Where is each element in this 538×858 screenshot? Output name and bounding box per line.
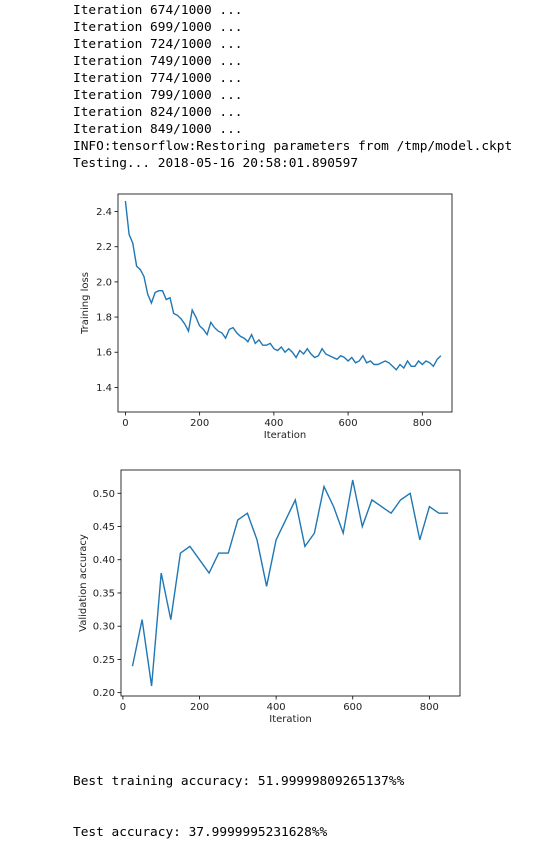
y-tick-label: 0.35: [93, 588, 115, 599]
y-tick-label: 2.4: [96, 207, 112, 218]
validation-accuracy-chart: 0 200 400 600 800 0.20 0.25 0.30 0.35 0.40 0.45 0.5…: [0, 468, 538, 730]
test-accuracy: Test accuracy: 37.9999995231628%%: [73, 824, 404, 841]
log-line: Iteration 849/1000 ...: [73, 121, 512, 138]
x-tick-label: 0: [122, 418, 128, 429]
training-loss-chart: 0 200 400 600 800 1.4 1.6 1.8 2.0 2.2 2.4 Iteration…: [0, 188, 538, 450]
y-axis-label: Validation accuracy: [78, 534, 89, 632]
log-line: Iteration 699/1000 ...: [73, 19, 512, 36]
x-tick-label: 200: [190, 418, 209, 429]
best-training-accuracy: Best training accuracy: 51.9999980926513…: [73, 773, 404, 790]
log-line: Iteration 674/1000 ...: [73, 2, 512, 19]
y-tick-label: 0.40: [93, 555, 115, 566]
log-line: Iteration 799/1000 ...: [73, 87, 512, 104]
log-line: Iteration 774/1000 ...: [73, 70, 512, 87]
x-tick-label: 400: [264, 418, 283, 429]
x-tick-label: 800: [413, 418, 432, 429]
x-tick-label: 800: [420, 702, 439, 713]
x-axis-label: Iteration: [269, 714, 311, 725]
console-log: Iteration 674/1000 ...Iteration 699/1000…: [73, 2, 512, 172]
y-tick-label: 0.25: [93, 655, 115, 666]
y-tick-label: 0.30: [93, 622, 115, 633]
x-tick-label: 600: [339, 418, 358, 429]
x-tick-label: 0: [120, 702, 126, 713]
results-summary: Best training accuracy: 51.9999980926513…: [73, 739, 404, 858]
y-tick-label: 1.6: [96, 348, 112, 359]
y-tick-label: 2.0: [96, 277, 112, 288]
x-tick-label: 600: [343, 702, 362, 713]
x-tick-label: 400: [267, 702, 286, 713]
y-tick-label: 0.50: [93, 489, 115, 500]
plot-frame: [121, 470, 460, 696]
log-line-testing: Testing... 2018-05-16 20:58:01.890597: [73, 155, 512, 172]
plot-frame: [118, 194, 452, 412]
series-line: [133, 480, 449, 686]
log-line-info: INFO:tensorflow:Restoring parameters fro…: [73, 138, 512, 155]
series-line: [125, 201, 441, 370]
y-tick-label: 0.20: [93, 688, 115, 699]
log-line: Iteration 749/1000 ...: [73, 53, 512, 70]
log-line: Iteration 724/1000 ...: [73, 36, 512, 53]
y-tick-label: 1.8: [96, 313, 112, 324]
y-tick-label: 1.4: [96, 383, 112, 394]
y-axis-label: Training loss: [80, 272, 91, 335]
x-tick-label: 200: [190, 702, 209, 713]
y-tick-label: 2.2: [96, 242, 112, 253]
log-line: Iteration 824/1000 ...: [73, 104, 512, 121]
x-axis-label: Iteration: [264, 430, 306, 441]
y-tick-label: 0.45: [93, 522, 115, 533]
